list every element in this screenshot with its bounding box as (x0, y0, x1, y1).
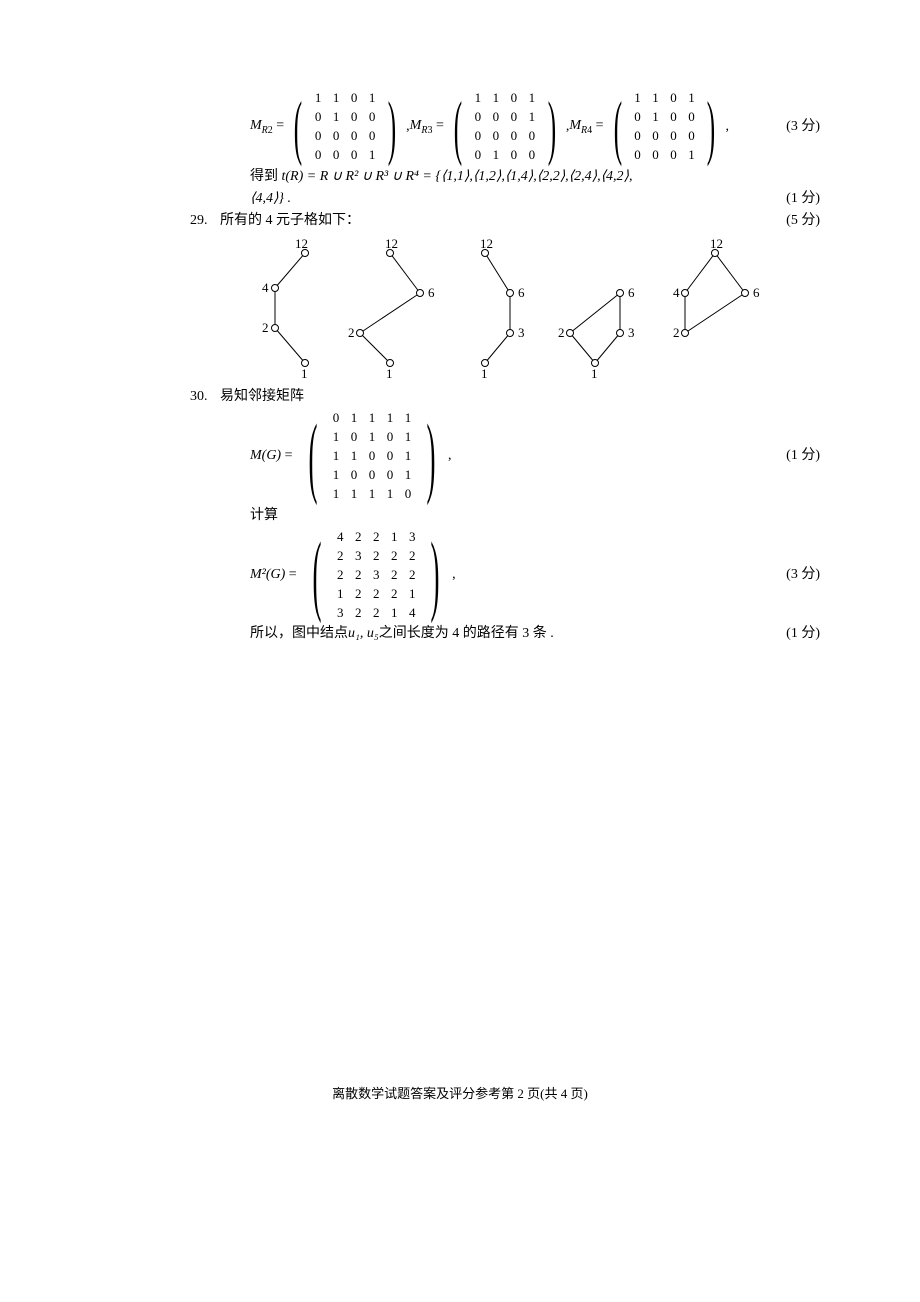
svg-text:2: 2 (673, 325, 680, 340)
svg-text:1: 1 (386, 366, 393, 378)
svg-text:4: 4 (262, 280, 269, 295)
mg2-lhs: M²(G) (250, 566, 285, 584)
matrix-equation-row: MR2 = ( 1101010000000001 ) , MR3 = ( 110… (220, 90, 820, 164)
matrix-mg2: ( 4221323222223221222132214 ) (302, 529, 450, 621)
q30-lead-text: 易知邻接矩阵 (220, 388, 304, 406)
svg-text:6: 6 (753, 285, 760, 300)
q29-num: 29. (190, 212, 220, 230)
mg-lhs: M(G) (250, 447, 281, 465)
svg-text:3: 3 (518, 325, 525, 340)
q30-lead: 30. 易知邻接矩阵 (220, 388, 820, 406)
matrix-3: ( 1101010000000001 ) (606, 90, 724, 164)
svg-text:12: 12 (295, 238, 308, 251)
q29-text: 所有的 4 元子格如下： (220, 212, 360, 230)
matrix-label-1: MR2 = (250, 117, 284, 137)
conclusion-row: 所以，图中结点 u₁, u₅ 之间长度为 4 的路径有 3 条 . (1 分) (220, 625, 820, 643)
svg-text:6: 6 (628, 285, 635, 300)
mg2-score: (3 分) (786, 566, 820, 584)
matrix-label-2: MR3 = (410, 117, 444, 137)
concl-score: (1 分) (786, 625, 820, 643)
q29-score: (5 分) (786, 212, 820, 230)
calc-text: 计算 (250, 507, 278, 525)
svg-text:1: 1 (301, 366, 308, 378)
concl-post: 之间长度为 4 的路径有 3 条 . (379, 625, 554, 643)
closure-line-1: 得到 t(R) = R ∪ R² ∪ R³ ∪ R⁴ = {⟨1,1⟩,⟨1,2… (220, 168, 820, 186)
svg-text:12: 12 (385, 238, 398, 251)
mg-row: M(G) = ( 0111110101110011000111110 ) , (… (220, 410, 820, 502)
closure-prefix: 得到 (250, 168, 278, 186)
mg-score: (1 分) (786, 447, 820, 465)
calc-label: 计算 (220, 507, 820, 525)
matrix-1: ( 1101010000000001 ) (286, 90, 404, 164)
q29-line: 29. 所有的 4 元子格如下： (5 分) (220, 212, 820, 230)
lattice-diagrams: 12 4 2 1 12 6 2 1 12 6 3 1 6 2 3 1 12 4 6 2 (250, 238, 820, 378)
svg-text:1: 1 (481, 366, 488, 378)
svg-text:12: 12 (480, 238, 493, 251)
svg-text:6: 6 (518, 285, 525, 300)
svg-text:6: 6 (428, 285, 435, 300)
svg-text:12: 12 (710, 238, 723, 251)
page-footer: 离散数学试题答案及评分参考第 2 页(共 4 页) (0, 1083, 920, 1102)
svg-text:3: 3 (628, 325, 635, 340)
closure-cont: ⟨4,4⟩} . (250, 190, 291, 208)
mg2-row: M²(G) = ( 4221323222223221222132214 ) , … (220, 529, 820, 621)
matrix-mg: ( 0111110101110011000111110 ) (298, 410, 446, 502)
score-3: (3 分) (786, 118, 820, 136)
matrix-2: ( 1101000100000100 ) (446, 90, 564, 164)
svg-text:2: 2 (262, 320, 269, 335)
concl-u: u₁, u₅ (348, 625, 379, 643)
svg-text:2: 2 (558, 325, 565, 340)
closure-score: (1 分) (786, 190, 820, 208)
q30-num: 30. (190, 388, 220, 406)
closure-expr: t(R) = R ∪ R² ∪ R³ ∪ R⁴ = {⟨1,1⟩,⟨1,2⟩,⟨… (282, 168, 633, 186)
closure-line-2: ⟨4,4⟩} . (1 分) (220, 190, 820, 208)
matrix-label-3: MR4 = (569, 117, 603, 137)
page-content: MR2 = ( 1101010000000001 ) , MR3 = ( 110… (0, 0, 920, 644)
svg-text:2: 2 (348, 325, 355, 340)
concl-pre: 所以，图中结点 (250, 625, 348, 643)
svg-text:1: 1 (591, 366, 598, 378)
svg-text:4: 4 (673, 285, 680, 300)
